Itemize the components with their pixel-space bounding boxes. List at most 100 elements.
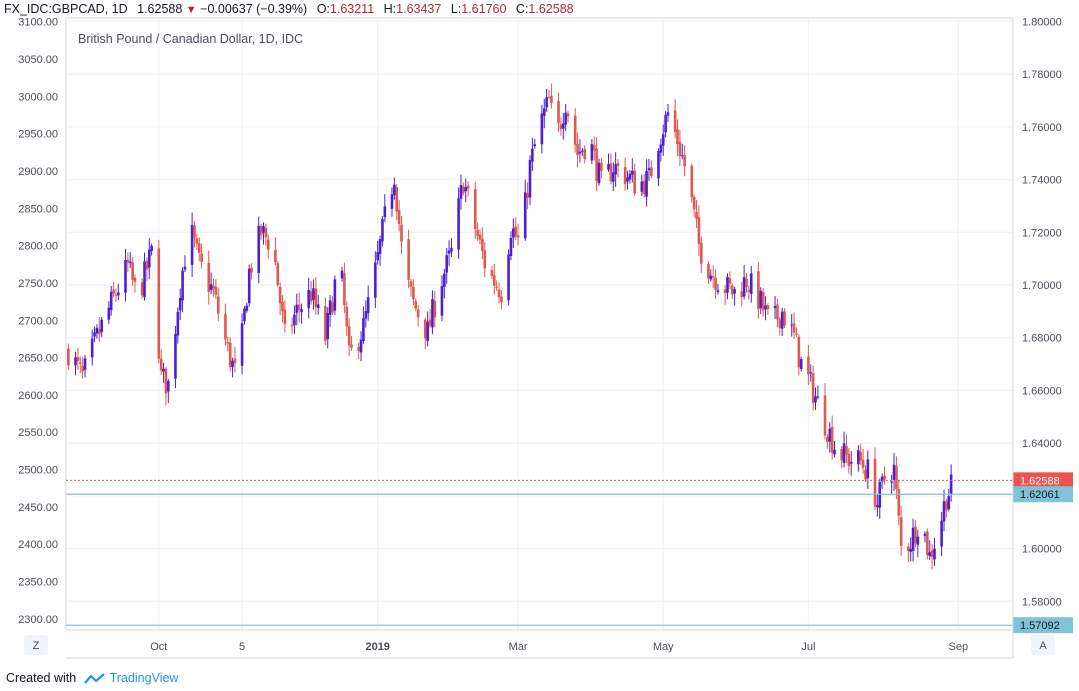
candle-body (333, 279, 337, 311)
candle-body (259, 226, 263, 236)
candle-body (274, 249, 277, 263)
candle-body (395, 187, 399, 212)
candle-body (324, 306, 327, 341)
candle-body (433, 300, 437, 318)
candle-body (209, 284, 213, 291)
candle-body (250, 267, 253, 273)
candle-body (697, 216, 701, 245)
zoom-button[interactable] (24, 635, 48, 655)
right-axis-tick-label: 1.74000 (1022, 175, 1062, 187)
candle-body (98, 329, 101, 335)
high-label: H: (383, 2, 397, 16)
candle-body (711, 276, 715, 278)
candle-body (930, 550, 934, 558)
candle-body (90, 338, 94, 358)
candle-body (309, 291, 313, 302)
candle-body (316, 304, 320, 309)
candles (67, 83, 953, 570)
candle-body (500, 296, 503, 303)
candle-body (573, 115, 577, 145)
candle-body (557, 100, 560, 124)
candle-body (840, 449, 843, 461)
candle-body (497, 289, 501, 298)
close-value: 1.62588 (528, 2, 574, 16)
candle-body (666, 112, 670, 116)
candle-body (683, 155, 686, 167)
candle-body (366, 297, 370, 314)
tradingview-logo-icon (83, 672, 105, 684)
candle-body (181, 270, 184, 301)
candle-body (128, 261, 132, 264)
candle-body (409, 281, 413, 287)
candle-body (614, 164, 617, 175)
candle-body (659, 144, 663, 153)
candle-body (823, 395, 827, 436)
candle-body (830, 426, 834, 453)
candle-body (397, 209, 401, 224)
candle-body (811, 372, 815, 403)
left-axis-tick-label: 2300.00 (18, 614, 58, 626)
right-axis-tick-label: 1.70000 (1022, 280, 1062, 292)
right-axis-tick-label: 1.66000 (1022, 385, 1062, 397)
candle-body (190, 225, 194, 265)
candle-body (495, 286, 498, 288)
candle-body (883, 475, 886, 480)
left-axis-tick-label: 2750.00 (18, 278, 58, 290)
candle-body (897, 488, 901, 516)
chart-title: British Pound / Canadian Dollar, 1D, IDC (78, 32, 303, 46)
candle-body (359, 339, 363, 353)
tradingview-brand[interactable]: TradingView (109, 671, 179, 685)
right-axis-tick-label: 1.58000 (1022, 596, 1062, 608)
right-axis: 1.80000 1.78000 1.76000 1.74000 1.72000 1.700… (1022, 16, 1062, 608)
candle-body (450, 247, 453, 252)
candle-body (445, 255, 449, 273)
candle-body (676, 129, 679, 145)
candle-body (164, 368, 168, 394)
auto-scale-button[interactable] (1031, 635, 1055, 655)
candle-body (362, 318, 365, 342)
candle-body (423, 319, 427, 339)
candle-body (657, 150, 660, 179)
candle-body (578, 151, 582, 154)
candle-body (378, 239, 382, 254)
candle-body (880, 476, 884, 482)
plot-area[interactable] (65, 17, 1014, 631)
candle-body (507, 254, 510, 301)
candle-body (183, 266, 187, 270)
auto-scale-button-label: A (1039, 640, 1047, 652)
symbol-label[interactable]: FX_IDC:GBPCAD, 1D (4, 2, 128, 16)
candle-body (890, 481, 893, 483)
candle-body (109, 291, 113, 311)
candle-body (707, 264, 710, 279)
candle-body (909, 548, 912, 552)
candle-body (795, 333, 798, 335)
horizontal-line-badge (1013, 486, 1073, 503)
candle-body (293, 314, 296, 326)
candle-body (647, 168, 651, 171)
chart-header: FX_IDC:GBPCAD, 1D 1.62588 ▼ −0.00637 (−0… (4, 0, 574, 18)
candle-body (531, 148, 534, 162)
left-axis-tick-label: 2500.00 (18, 465, 58, 477)
candle-body (733, 289, 736, 294)
candle-body (749, 273, 753, 294)
candle-body (457, 198, 460, 250)
candle-body (400, 224, 403, 242)
candle-body (297, 304, 301, 311)
candle-body (78, 362, 82, 364)
candle-body (807, 356, 810, 375)
candle-body (592, 145, 596, 151)
left-axis-tick-label: 2900.00 (18, 166, 58, 178)
candle-body (664, 115, 667, 133)
candle-body (814, 396, 817, 403)
candle-body (692, 196, 696, 210)
candle-body (828, 428, 832, 442)
candle-body (742, 277, 746, 297)
candle-body (257, 225, 261, 273)
candle-body (147, 249, 151, 268)
x-axis-tick-label: Oct (150, 641, 167, 653)
candle-body (167, 381, 170, 392)
candle-body (947, 496, 951, 510)
candle-body (93, 332, 96, 337)
last-price-badge (1013, 472, 1073, 489)
